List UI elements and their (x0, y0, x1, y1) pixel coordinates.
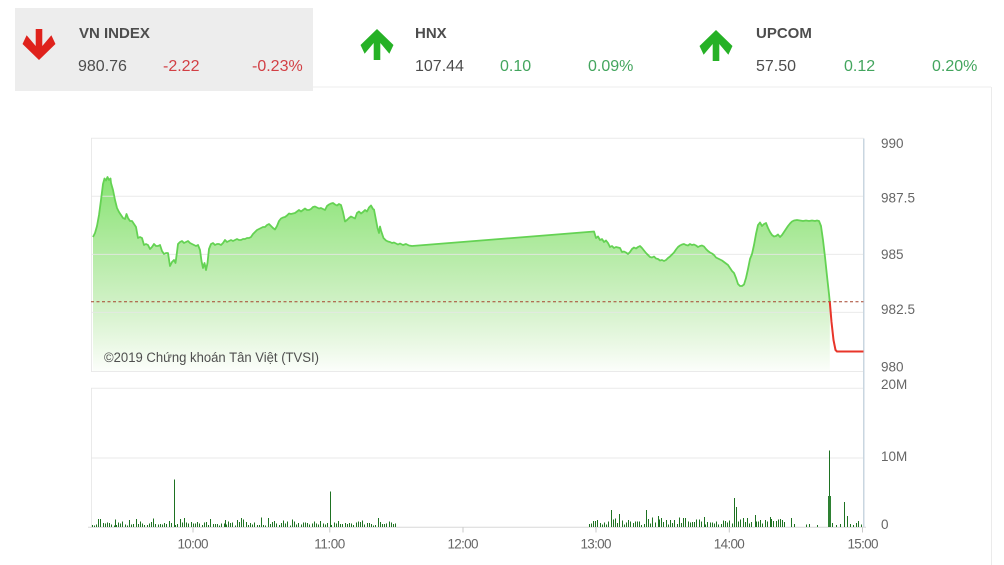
svg-text:990: 990 (881, 136, 904, 151)
svg-text:15:00: 15:00 (848, 537, 879, 552)
svg-text:13:00: 13:00 (581, 537, 612, 552)
svg-text:987.5: 987.5 (881, 190, 915, 205)
svg-text:20M: 20M (881, 377, 907, 392)
svg-text:©2019 Chứng khoán Tân Việt (TV: ©2019 Chứng khoán Tân Việt (TVSI) (104, 350, 319, 365)
svg-text:11:00: 11:00 (314, 537, 345, 552)
svg-text:982.5: 982.5 (881, 302, 915, 317)
svg-text:12:00: 12:00 (448, 537, 479, 552)
svg-text:10M: 10M (881, 449, 907, 464)
svg-text:10:00: 10:00 (178, 537, 209, 552)
svg-text:0: 0 (881, 517, 889, 532)
svg-text:985: 985 (881, 247, 904, 262)
svg-text:980: 980 (881, 359, 904, 374)
svg-text:14:00: 14:00 (714, 537, 745, 552)
